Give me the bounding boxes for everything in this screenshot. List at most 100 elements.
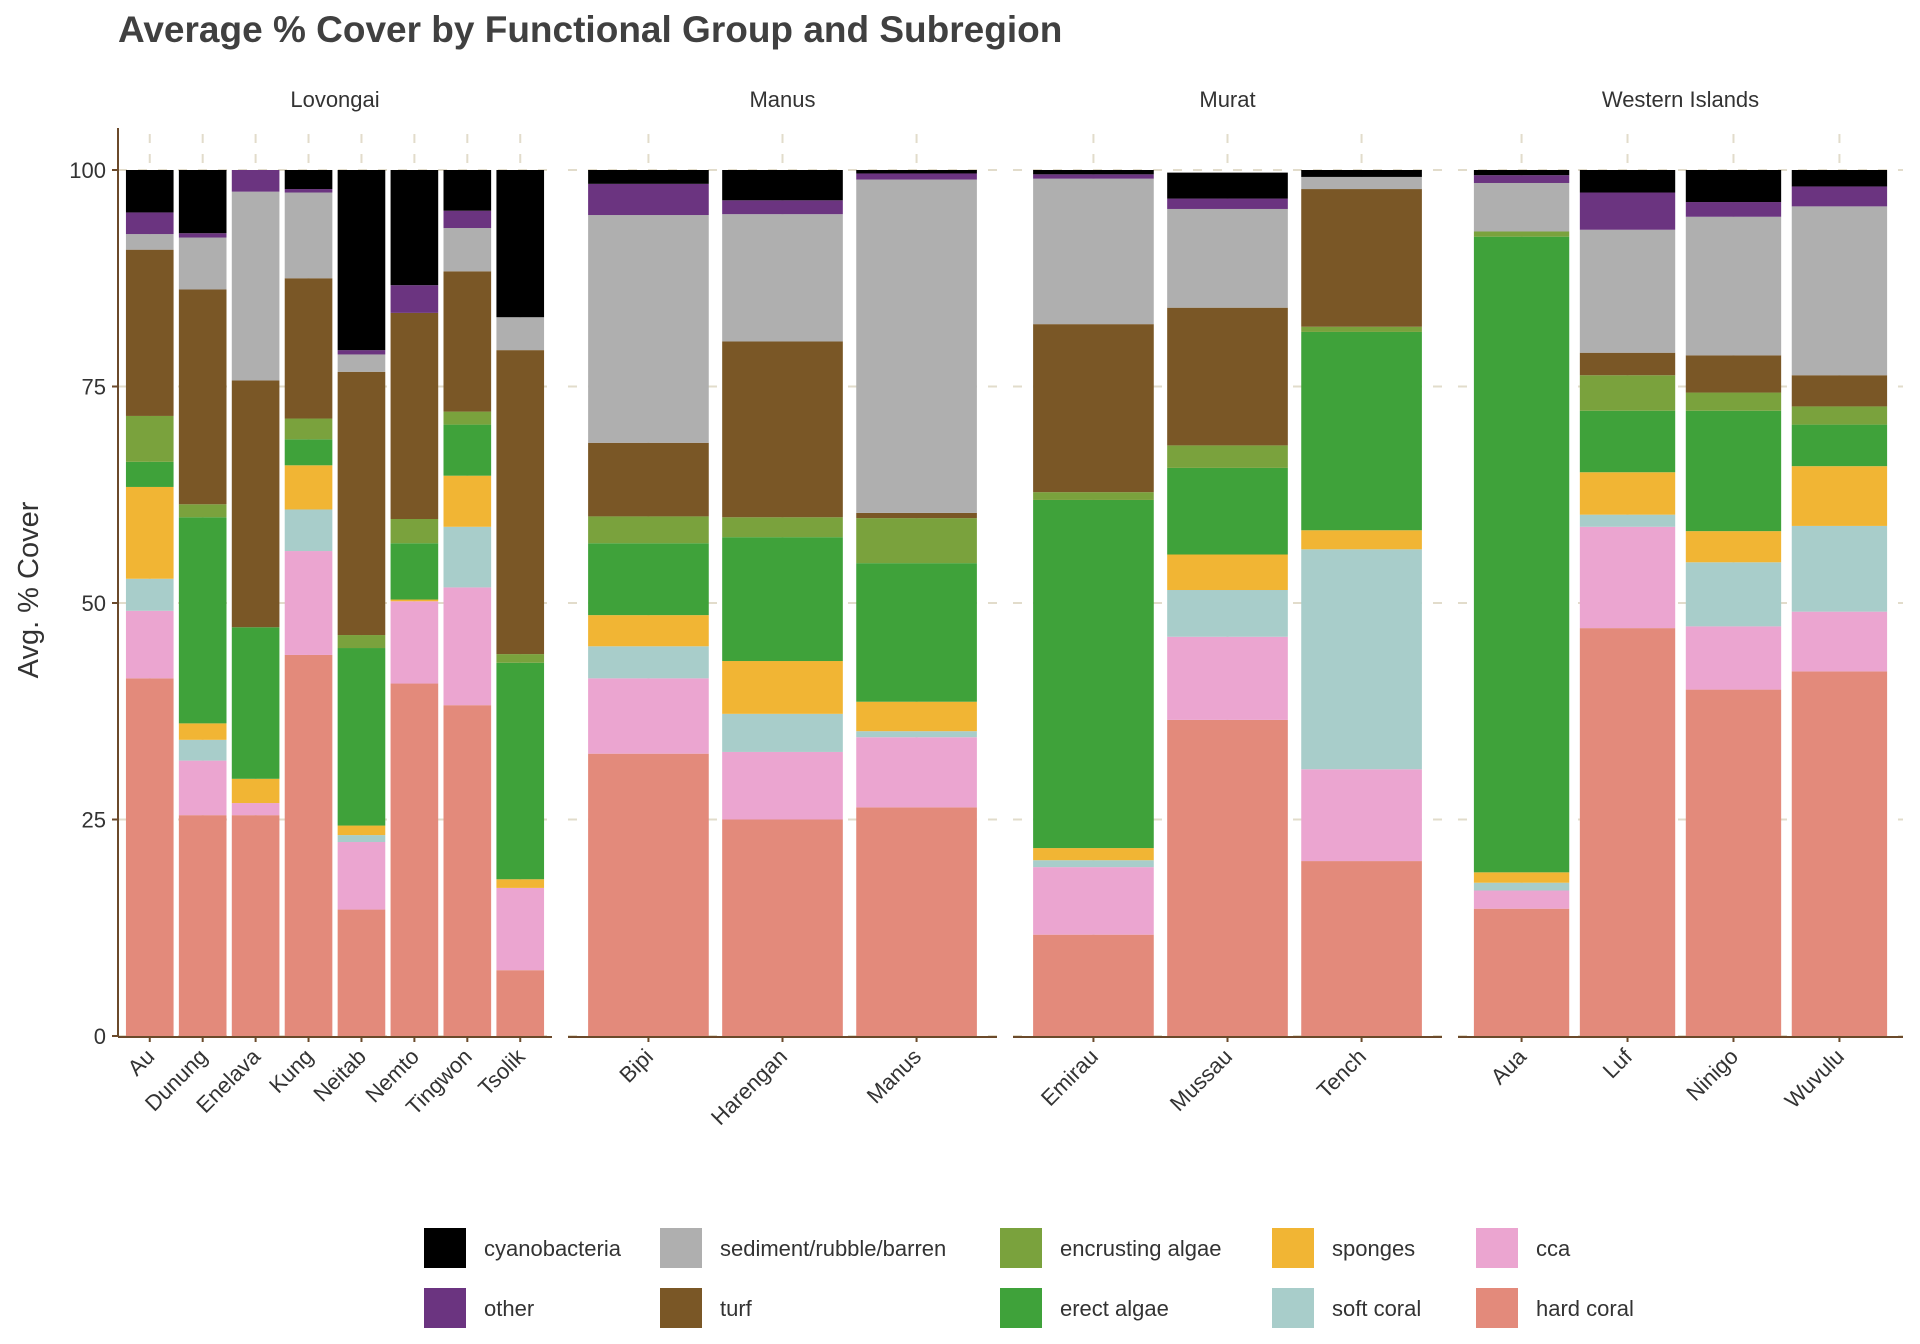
bar-segment-western-islands-luf-cca — [1579, 526, 1676, 629]
y-tick-label: 50 — [82, 591, 106, 616]
bar-segment-lovongai-kung-other — [284, 189, 333, 193]
bar-segment-murat-emirau-soft-coral — [1033, 860, 1154, 868]
bar-segment-manus-manus-other — [856, 173, 977, 180]
bar-segment-lovongai-au-sponges — [125, 486, 174, 579]
bar-segment-lovongai-tsolik-sponges — [496, 879, 545, 888]
bar-segment-manus-harengan-cca — [722, 751, 843, 820]
bar-segment-lovongai-kung-hard-coral — [284, 654, 333, 1036]
x-tick-label-manus: Manus — [862, 1044, 926, 1108]
legend-swatch-soft-coral — [1272, 1288, 1314, 1328]
facet-label-western-islands: Western Islands — [1602, 87, 1759, 112]
legend: cyanobacteria other sediment/rubble/barren… — [424, 1228, 1634, 1328]
bar-segment-murat-tench-sediment-rubble-barren — [1301, 176, 1422, 190]
bar-segment-murat-tench-cyanobacteria — [1301, 170, 1422, 177]
bar-segment-western-islands-wuvulu-sediment-rubble-barren — [1791, 206, 1888, 376]
legend-swatch-encrusting-algae — [1000, 1228, 1042, 1268]
bar-segment-manus-harengan-encrusting-algae — [722, 517, 843, 538]
facet-label-lovongai: Lovongai — [290, 87, 379, 112]
bar-segment-lovongai-enelava-sediment-rubble-barren — [231, 191, 280, 381]
x-tick-label-au: Au — [123, 1044, 160, 1081]
bar-segment-murat-emirau-hard-coral — [1033, 934, 1154, 1036]
bar-segment-lovongai-enelava-erect-algae — [231, 627, 280, 779]
bar-segment-manus-manus-erect-algae — [856, 563, 977, 702]
bar-segment-lovongai-neitab-cca — [337, 842, 386, 910]
bar-segment-lovongai-dunung-cca — [178, 760, 227, 816]
bar-segment-lovongai-kung-sponges — [284, 465, 333, 510]
bar-segment-western-islands-aua-hard-coral — [1473, 908, 1570, 1036]
bar-segment-lovongai-nemto-cyanobacteria — [390, 170, 439, 286]
bar-segment-manus-manus-cyanobacteria — [856, 170, 977, 174]
bar-segment-lovongai-tsolik-cyanobacteria — [496, 170, 545, 318]
bar-segment-lovongai-nemto-hard-coral — [390, 683, 439, 1036]
bar-segment-western-islands-aua-sediment-rubble-barren — [1473, 182, 1570, 232]
bar-segment-lovongai-kung-cca — [284, 551, 333, 655]
bar-segment-murat-tench-encrusting-algae — [1301, 326, 1422, 332]
bar-segment-murat-emirau-sediment-rubble-barren — [1033, 178, 1154, 325]
bar-segment-lovongai-neitab-erect-algae — [337, 648, 386, 826]
bar-segment-lovongai-au-hard-coral — [125, 678, 174, 1036]
x-tick-label-harengan: Harengan — [706, 1044, 792, 1130]
bar-segment-western-islands-wuvulu-erect-algae — [1791, 424, 1888, 467]
bar-segment-lovongai-dunung-encrusting-algae — [178, 504, 227, 518]
x-tick-label-aua: Aua — [1486, 1043, 1532, 1089]
x-tick-label-wuvulu: Wuvulu — [1780, 1044, 1849, 1113]
bar-segment-lovongai-kung-erect-algae — [284, 439, 333, 466]
legend-label-hard-coral: hard coral — [1536, 1296, 1634, 1321]
bar-segment-lovongai-dunung-sediment-rubble-barren — [178, 237, 227, 290]
bar-segment-lovongai-tingwon-sediment-rubble-barren — [443, 228, 492, 272]
bar-segment-manus-bipi-sponges — [588, 615, 709, 647]
legend-label-soft-coral: soft coral — [1332, 1296, 1421, 1321]
bar-segment-western-islands-wuvulu-turf — [1791, 375, 1888, 407]
bar-segment-manus-bipi-encrusting-algae — [588, 516, 709, 544]
bar-segment-lovongai-tingwon-sponges — [443, 475, 492, 527]
bar-segment-murat-mussau-sponges — [1167, 554, 1288, 591]
bar-segment-western-islands-aua-cca — [1473, 890, 1570, 909]
facet-label-murat: Murat — [1199, 87, 1255, 112]
bar-segment-lovongai-tingwon-soft-coral — [443, 526, 492, 588]
bar-segment-western-islands-wuvulu-other — [1791, 186, 1888, 207]
bar-segment-murat-emirau-cyanobacteria — [1033, 170, 1154, 175]
legend-swatch-other — [424, 1288, 466, 1328]
bar-segment-lovongai-kung-sediment-rubble-barren — [284, 192, 333, 279]
bar-segment-murat-tench-sponges — [1301, 530, 1422, 550]
bar-segment-lovongai-tingwon-cca — [443, 587, 492, 706]
bar-segment-western-islands-ninigo-encrusting-algae — [1685, 392, 1782, 411]
bar-segment-murat-emirau-sponges — [1033, 848, 1154, 861]
bar-segment-western-islands-wuvulu-sponges — [1791, 466, 1888, 526]
bar-segment-lovongai-tingwon-erect-algae — [443, 424, 492, 476]
legend-label-encrusting-algae: encrusting algae — [1060, 1236, 1221, 1261]
bar-segment-lovongai-dunung-cyanobacteria — [178, 170, 227, 234]
x-tick-label-neitab: Neitab — [308, 1044, 371, 1107]
bar-segment-lovongai-tsolik-cca — [496, 887, 545, 971]
bar-segment-lovongai-nemto-cca — [390, 601, 439, 684]
bar-segment-murat-emirau-erect-algae — [1033, 499, 1154, 849]
bar-segment-lovongai-neitab-cyanobacteria — [337, 170, 386, 351]
bar-segment-murat-mussau-encrusting-algae — [1167, 445, 1288, 468]
x-tick-label-tsolik: Tsolik — [473, 1043, 530, 1100]
bar-segment-lovongai-kung-encrusting-algae — [284, 418, 333, 440]
bar-segment-lovongai-neitab-sponges — [337, 825, 386, 836]
bar-segment-lovongai-neitab-other — [337, 350, 386, 355]
bar-segment-lovongai-kung-turf — [284, 278, 333, 419]
bar-segment-western-islands-ninigo-sediment-rubble-barren — [1685, 216, 1782, 356]
bar-segment-western-islands-luf-sponges — [1579, 472, 1676, 515]
bar-segment-murat-mussau-soft-coral — [1167, 590, 1288, 637]
bar-segment-lovongai-tsolik-erect-algae — [496, 662, 545, 880]
chart-title: Average % Cover by Functional Group and … — [118, 9, 1062, 50]
legend-label-sediment-rubble-barren: sediment/rubble/barren — [720, 1236, 946, 1261]
legend-label-turf: turf — [720, 1296, 753, 1321]
legend-label-sponges: sponges — [1332, 1236, 1415, 1261]
bar-segment-western-islands-luf-other — [1579, 192, 1676, 230]
bar-segment-manus-manus-soft-coral — [856, 731, 977, 738]
legend-swatch-sponges — [1272, 1228, 1314, 1268]
bar-segment-lovongai-tingwon-encrusting-algae — [443, 411, 492, 425]
bar-segment-western-islands-wuvulu-cyanobacteria — [1791, 170, 1888, 187]
bar-segment-lovongai-au-encrusting-algae — [125, 415, 174, 462]
bar-segment-manus-manus-sediment-rubble-barren — [856, 179, 977, 513]
bar-segment-manus-harengan-other — [722, 200, 843, 215]
bar-segment-western-islands-ninigo-hard-coral — [1685, 689, 1782, 1036]
bar-segment-lovongai-neitab-hard-coral — [337, 909, 386, 1036]
bar-segment-western-islands-luf-hard-coral — [1579, 628, 1676, 1036]
bar-segment-manus-harengan-cyanobacteria — [722, 170, 843, 201]
bar-segment-lovongai-au-sediment-rubble-barren — [125, 234, 174, 250]
